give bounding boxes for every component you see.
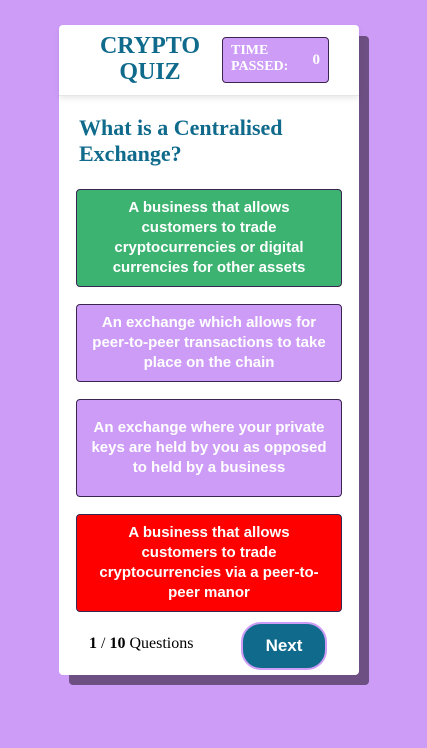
timer-label: TIME PASSED:	[231, 43, 289, 74]
question-text: What is a Centralised Exchange?	[79, 115, 283, 166]
answer-option-4-label: A business that allows customers to trad…	[99, 524, 319, 601]
answer-option-2[interactable]: An exchange which allows for peer-to-pee…	[76, 304, 342, 382]
answer-option-3[interactable]: An exchange where your private keys are …	[76, 399, 342, 497]
app-title: CRYPTO QUIZ	[99, 33, 201, 85]
answer-option-3-label: An exchange where your private keys are …	[91, 419, 327, 476]
timer-value: 0	[312, 52, 321, 68]
quiz-header: CRYPTO QUIZ TIME PASSED: 0	[59, 25, 359, 96]
current-question-number: 1	[89, 635, 97, 652]
answer-option-4[interactable]: A business that allows customers to trad…	[76, 514, 342, 612]
answer-option-1-label: A business that allows customers to trad…	[112, 199, 306, 276]
question-counter: 1 / 10 Questions	[89, 635, 193, 653]
total-questions-number: 10	[109, 635, 126, 652]
quiz-card: CRYPTO QUIZ TIME PASSED: 0 What is a Cen…	[59, 25, 359, 675]
answer-option-1[interactable]: A business that allows customers to trad…	[76, 189, 342, 287]
answer-option-2-label: An exchange which allows for peer-to-pee…	[92, 314, 326, 371]
counter-suffix: Questions	[129, 635, 194, 652]
counter-separator: /	[101, 635, 106, 652]
timer-box: TIME PASSED: 0	[222, 37, 329, 83]
next-button[interactable]: Next	[241, 622, 327, 670]
